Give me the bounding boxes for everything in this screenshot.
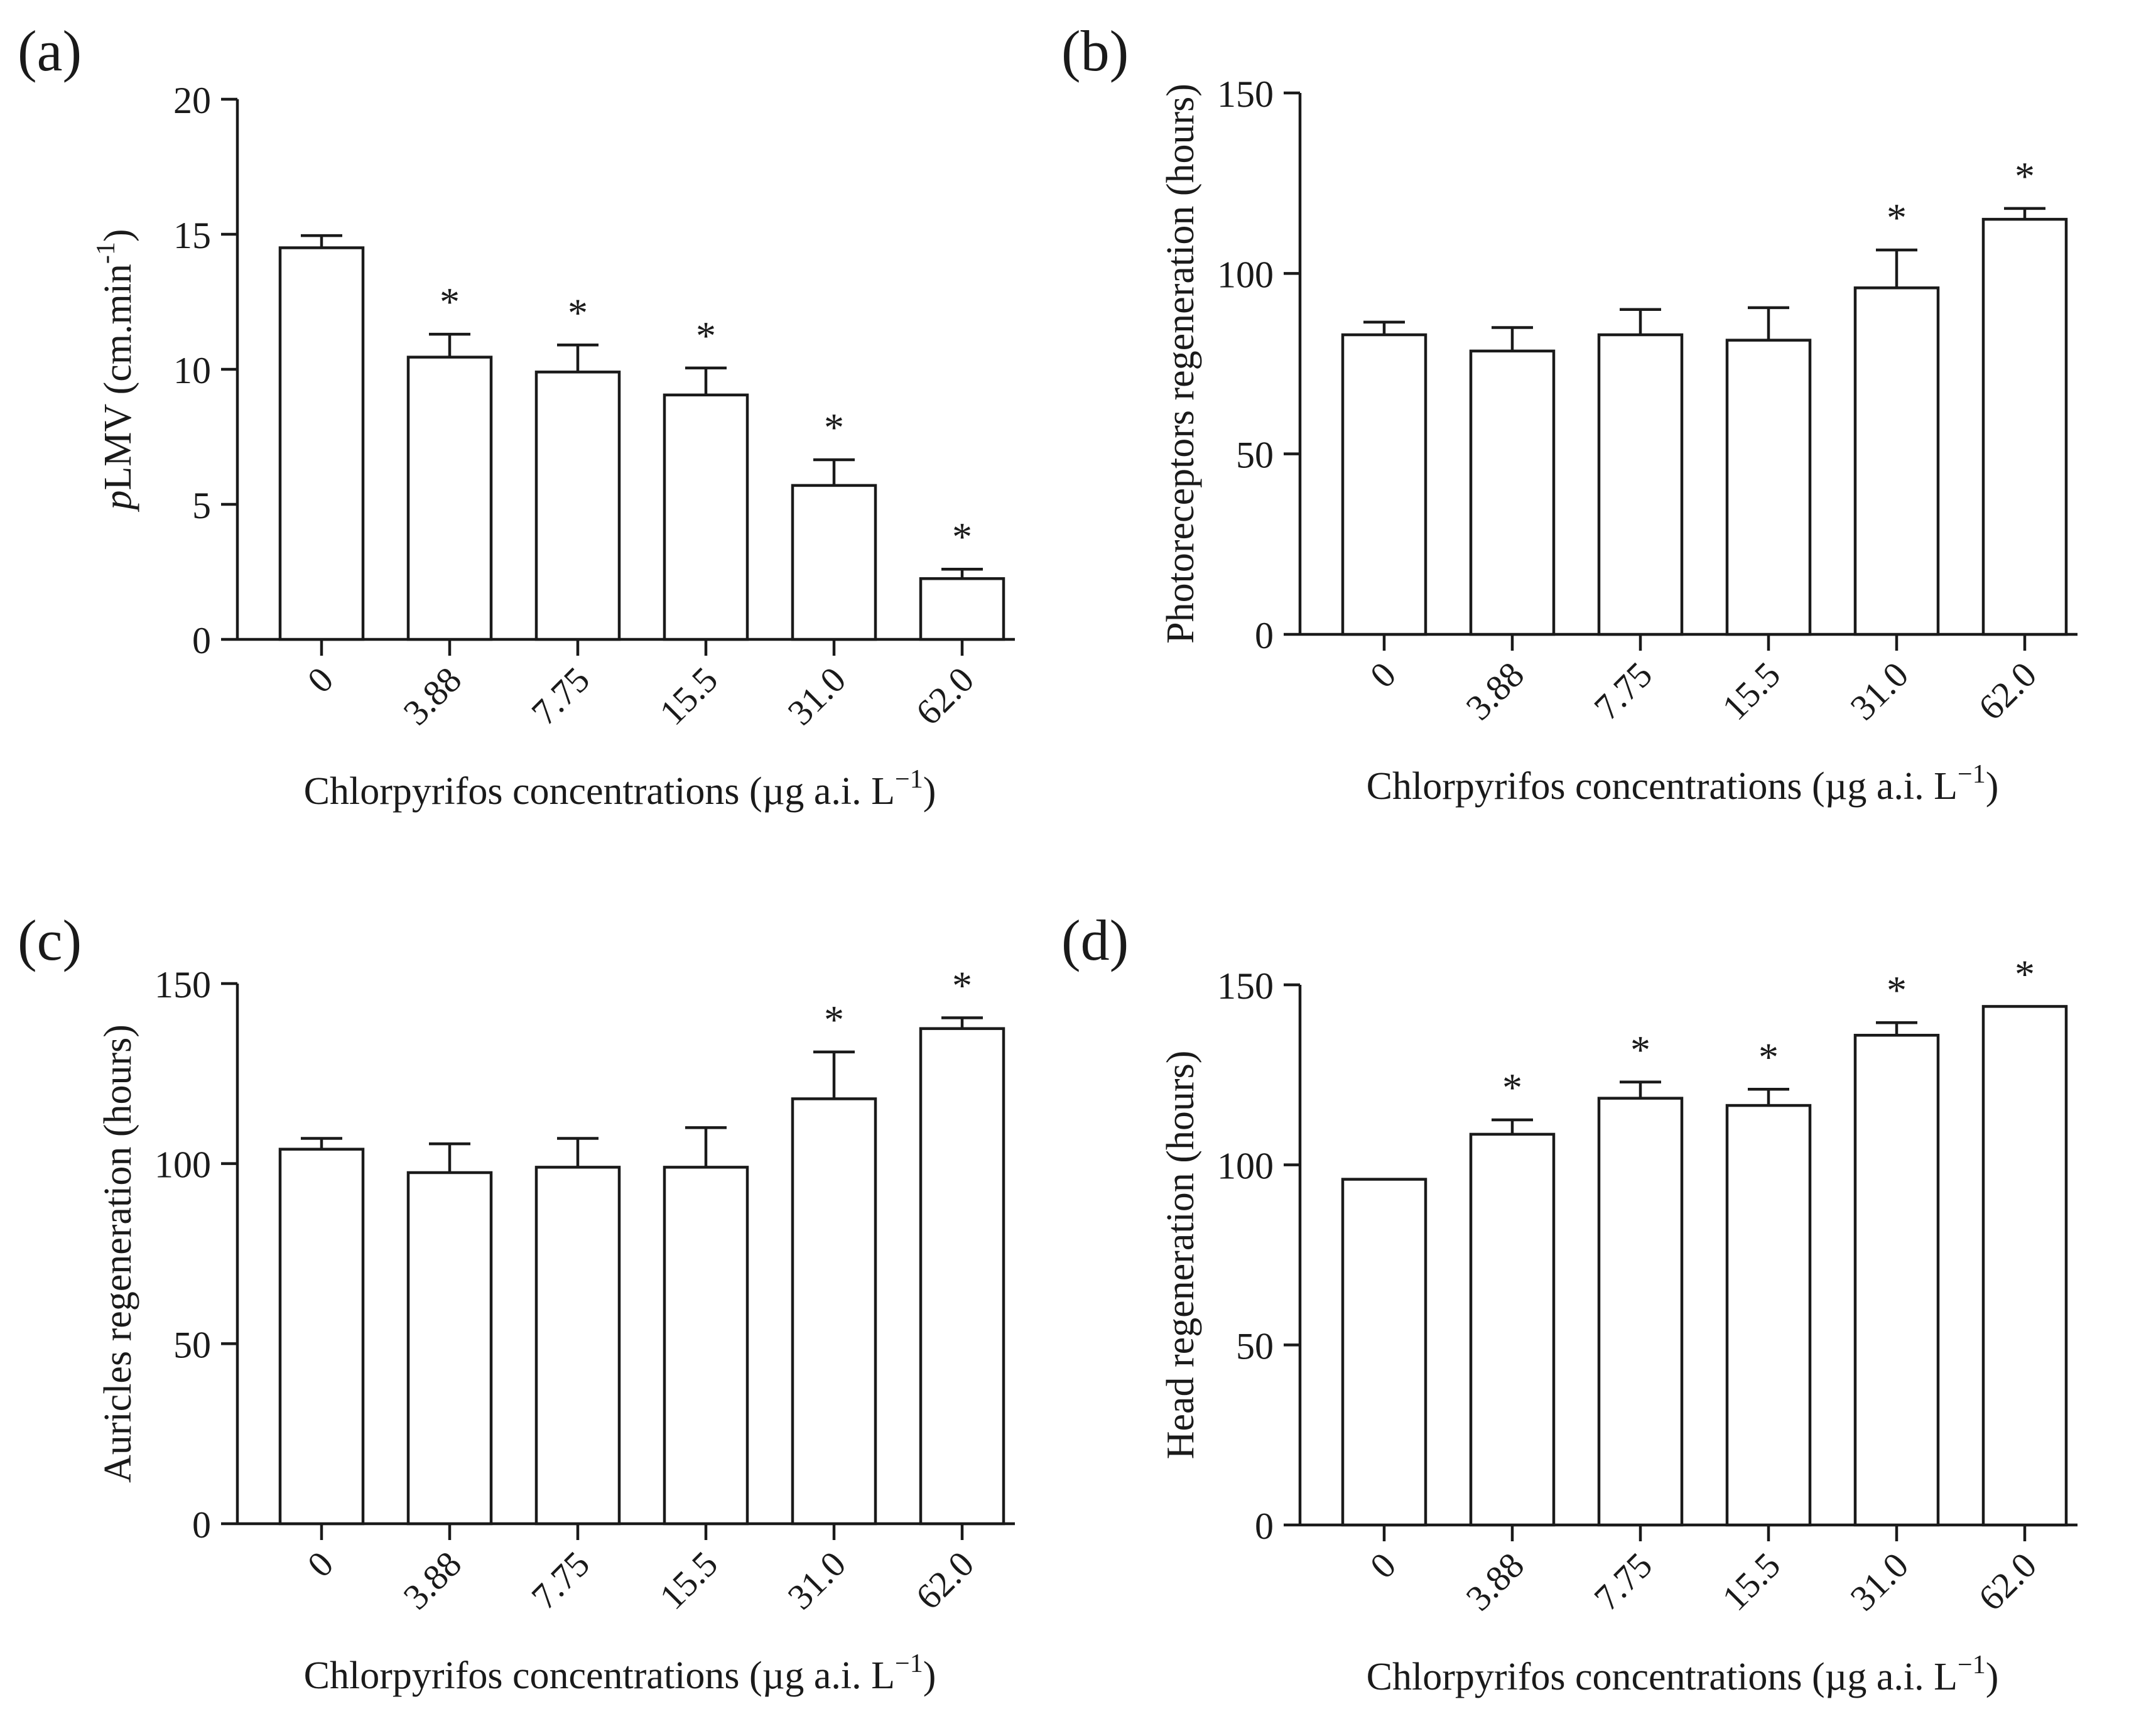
bar-3.88 (1469, 349, 1556, 636)
bar-62.0 (919, 577, 1005, 641)
bar-62.0 (919, 1027, 1005, 1526)
x-tick-label: 7.75 (1586, 654, 1660, 728)
y-tick-label: 0 (1255, 615, 1274, 656)
panel-label: (a) (18, 19, 82, 83)
y-tick-label: 50 (1236, 435, 1274, 476)
bar-0 (1341, 333, 1427, 636)
bar-15.5 (1725, 1104, 1812, 1527)
significance-marker: * (1887, 195, 1907, 240)
bar-31.0 (791, 1097, 877, 1526)
y-axis-title: Photoreceptors regeneration (hours) (1159, 84, 1202, 644)
significance-marker: * (824, 405, 844, 450)
x-tick-label: 31.0 (1842, 1544, 1916, 1619)
x-tick-label: 31.0 (779, 1543, 853, 1617)
x-axis-title: Chlorpyrifos concentrations (µg a.i. L−1… (304, 1649, 936, 1697)
x-tick-label: 15.5 (1714, 1544, 1788, 1619)
significance-marker: * (440, 279, 460, 324)
panel-1: (a) 0 5 10 15 20 0 * 3.88 * 7.75 * 15.5 * 31.0 * 62.0 Chl… (18, 19, 1015, 813)
bar-7.75 (1597, 1097, 1684, 1527)
bar-62.0 (1981, 217, 2068, 636)
bar-31.0 (1853, 1034, 1940, 1527)
significance-marker: * (1758, 1034, 1779, 1079)
significance-marker: * (952, 514, 972, 559)
x-tick-label: 0 (300, 1543, 341, 1585)
y-axis-title: Head regeneration (hours) (1159, 1051, 1202, 1460)
significance-marker: * (568, 290, 588, 335)
x-tick-label: 62.0 (1970, 654, 2044, 728)
bar-31.0 (1853, 286, 1940, 636)
bar-0 (278, 1147, 365, 1526)
bar-0 (278, 246, 365, 641)
y-tick-label: 0 (192, 620, 211, 661)
significance-marker: * (824, 997, 844, 1042)
x-tick-label: 7.75 (523, 1543, 597, 1617)
x-tick-label: 3.88 (1458, 654, 1532, 728)
y-axis-title: pLMV (cm.min-1) (92, 229, 139, 512)
y-tick-label: 10 (173, 350, 211, 391)
x-tick-label: 62.0 (1970, 1544, 2044, 1619)
panel-4: (d) 0 50 100 150 0 * 3.88 * 7.75 * 15.5 * 31.0 * 62.0 Ch… (1061, 908, 2078, 1698)
y-tick-label: 50 (173, 1324, 211, 1365)
x-tick-label: 3.88 (395, 1543, 469, 1617)
significance-marker: * (1630, 1028, 1650, 1072)
bar-0 (1341, 1178, 1427, 1527)
panel-2: (b) 0 50 100 150 0 3.88 7.75 15.5 * 31.0 * 62.0 Chlor… (1061, 19, 2078, 808)
y-tick-label: 0 (192, 1504, 211, 1546)
x-tick-label: 31.0 (1842, 654, 1916, 728)
x-axis-title: Chlorpyrifos concentrations (µg a.i. L−1… (304, 765, 936, 813)
bar-15.5 (663, 1166, 749, 1526)
x-tick-label: 62.0 (907, 659, 982, 733)
y-tick-label: 100 (1217, 254, 1274, 295)
x-tick-label: 15.5 (1714, 654, 1788, 728)
bar-3.88 (406, 355, 493, 641)
y-tick-label: 50 (1236, 1325, 1274, 1367)
y-tick-label: 150 (1217, 965, 1274, 1007)
bar-62.0 (1981, 1005, 2068, 1527)
y-tick-label: 0 (1255, 1505, 1274, 1547)
bar-7.75 (534, 1166, 621, 1526)
y-tick-label: 150 (154, 964, 211, 1006)
bar-7.75 (534, 371, 621, 641)
bar-15.5 (663, 393, 749, 641)
panel-label: (c) (18, 908, 82, 972)
significance-marker: * (2015, 154, 2035, 198)
x-tick-label: 31.0 (779, 659, 853, 733)
significance-marker: * (952, 963, 972, 1007)
x-tick-label: 0 (1362, 654, 1404, 695)
y-tick-label: 150 (1217, 73, 1274, 115)
x-tick-label: 3.88 (395, 659, 469, 733)
y-tick-label: 100 (1217, 1146, 1274, 1187)
bar-3.88 (1469, 1132, 1556, 1527)
y-tick-label: 5 (192, 485, 211, 526)
significance-marker: * (1502, 1065, 1522, 1110)
x-tick-label: 15.5 (651, 659, 725, 733)
y-axis-title: Auricles regeneration (hours) (97, 1024, 139, 1483)
y-tick-label: 100 (154, 1144, 211, 1186)
x-tick-label: 62.0 (907, 1543, 982, 1617)
x-tick-label: 7.75 (1586, 1544, 1660, 1619)
bar-15.5 (1725, 339, 1812, 636)
x-tick-label: 7.75 (523, 659, 597, 733)
x-tick-label: 3.88 (1458, 1544, 1532, 1619)
x-axis-title: Chlorpyrifos concentrations (µg a.i. L−1… (1367, 760, 1999, 808)
significance-marker: * (696, 313, 716, 358)
y-tick-label: 15 (173, 215, 211, 256)
x-tick-label: 0 (300, 659, 341, 700)
bar-31.0 (791, 484, 877, 641)
x-axis-title: Chlorpyrifos concentrations (µg a.i. L−1… (1367, 1651, 1999, 1698)
bar-7.75 (1597, 333, 1684, 636)
panel-label: (b) (1061, 19, 1129, 83)
y-tick-label: 20 (173, 80, 211, 121)
significance-marker: * (1887, 968, 1907, 1012)
x-tick-label: 15.5 (651, 1543, 725, 1617)
x-tick-label: 0 (1362, 1544, 1404, 1586)
bar-3.88 (406, 1171, 493, 1526)
panel-3: (c) 0 50 100 150 0 3.88 7.75 15.5 * 31.0 * 62.0 Chlor… (18, 908, 1015, 1697)
panel-label: (d) (1061, 908, 1129, 972)
significance-marker: * (2015, 952, 2035, 996)
